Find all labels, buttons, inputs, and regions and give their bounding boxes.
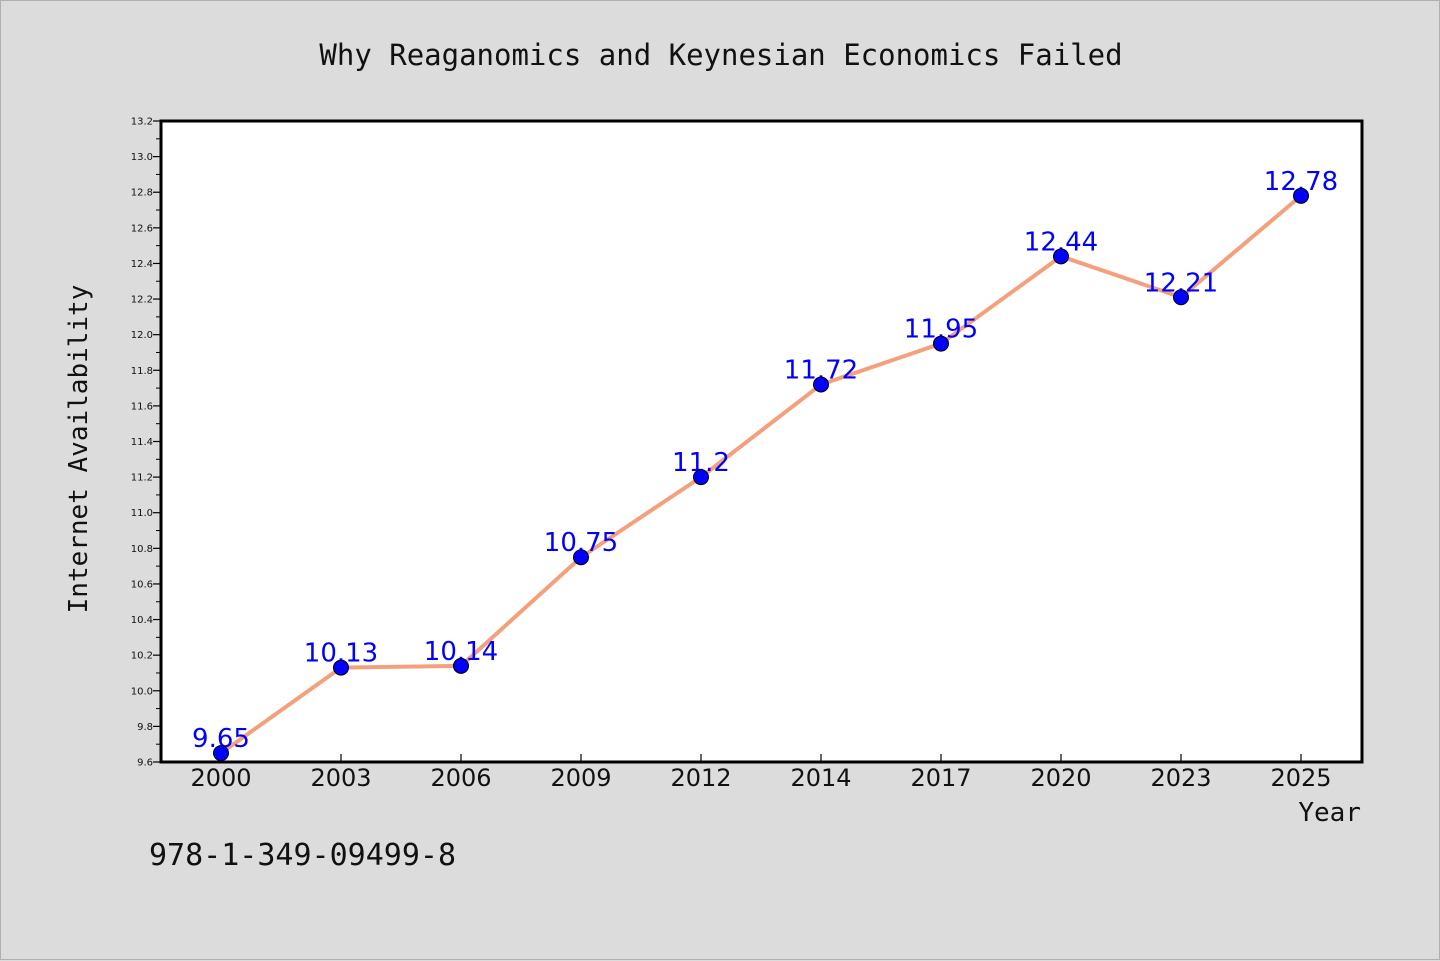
x-tick-label: 2006	[430, 764, 491, 792]
y-tick-label: 11.8	[131, 366, 153, 377]
y-tick-label: 11.6	[131, 401, 153, 412]
y-tick-label: 12.0	[131, 330, 153, 341]
y-tick-label: 11.4	[131, 437, 153, 448]
data-point	[453, 657, 469, 674]
chart-title: Why Reaganomics and Keynesian Economics …	[319, 38, 1122, 72]
y-axis: 9.6 9.8 10.0 10.2 10.4 10.6 10.8 11.0 11.2 11.4 11…	[131, 117, 161, 769]
x-tick-label: 2012	[670, 764, 731, 792]
y-tick-label: 11.0	[131, 508, 153, 519]
y-tick-label: 10.6	[131, 579, 153, 590]
x-tick-label: 2017	[910, 764, 971, 792]
data-point	[693, 469, 709, 486]
x-axis: 2000 2003 2006 2009 2012 2014 2017 2020 2023 2025	[190, 754, 1332, 792]
y-tick-label: 9.6	[137, 758, 153, 769]
x-tick-label: 2023	[1150, 764, 1211, 792]
x-tick-label: 2009	[550, 764, 611, 792]
y-tick-label: 13.2	[131, 117, 153, 128]
y-tick-label: 12.4	[131, 259, 153, 270]
y-axis-label: Internet Availability	[64, 285, 94, 614]
x-tick-label: 2003	[310, 764, 371, 792]
series-line	[219, 193, 1303, 756]
data-point	[573, 549, 589, 566]
data-point	[1053, 248, 1069, 265]
data-point	[1173, 289, 1189, 306]
y-tick-label: 10.8	[131, 544, 153, 555]
plot-area	[159, 119, 1364, 764]
y-tick-label: 12.2	[131, 295, 153, 306]
isbn-footer: 978-1-349-09499-8	[149, 838, 456, 873]
y-tick-label: 10.4	[131, 615, 153, 626]
data-point	[333, 659, 349, 676]
data-point	[933, 335, 949, 352]
y-tick-label: 13.0	[131, 152, 153, 163]
data-point	[213, 745, 229, 762]
y-tick-label: 11.2	[131, 473, 153, 484]
x-tick-label: 2025	[1270, 764, 1331, 792]
y-tick-label: 10.2	[131, 651, 153, 662]
x-tick-label: 2014	[790, 764, 851, 792]
data-point	[813, 376, 829, 393]
x-axis-label: Year	[1298, 798, 1361, 828]
y-tick-label: 10.0	[131, 686, 153, 697]
x-tick-label: 2020	[1030, 764, 1091, 792]
y-tick-label: 9.8	[137, 722, 153, 733]
x-tick-label: 2000	[190, 764, 251, 792]
y-tick-label: 12.8	[131, 188, 153, 199]
y-tick-label: 12.6	[131, 223, 153, 234]
data-point	[1293, 187, 1309, 204]
